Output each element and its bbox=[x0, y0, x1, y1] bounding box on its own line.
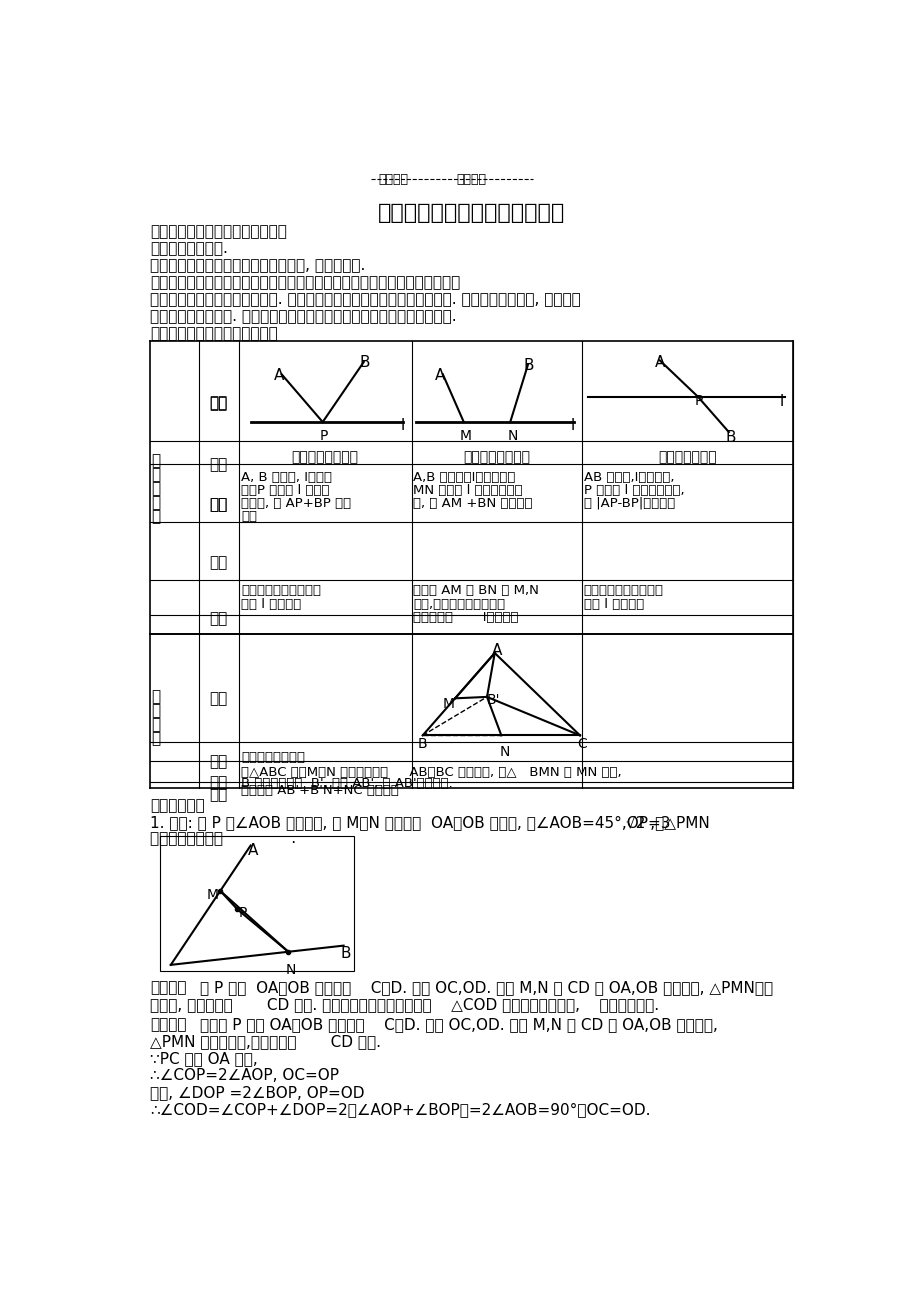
Text: 特点: 特点 bbox=[210, 496, 228, 512]
Text: 轴: 轴 bbox=[152, 453, 161, 469]
Text: B: B bbox=[417, 737, 427, 751]
Text: B: B bbox=[358, 354, 369, 370]
Text: 二、典型题型: 二、典型题型 bbox=[150, 797, 204, 813]
Text: B 点的对应点为  B', 连接 AB', 求 AB'的最大值.: B 点的对应点为 B', 连接 AB', 求 AB'的最大值. bbox=[241, 777, 452, 790]
Text: 优秀教案: 优秀教案 bbox=[378, 173, 408, 186]
Text: 作其中一个定点关于定: 作其中一个定点关于定 bbox=[584, 585, 664, 598]
Text: √2 ,就△PMN: √2 ,就△PMN bbox=[626, 816, 709, 830]
Text: 直线外一点与直线上全部点的连线段中, 垂线段最短.: 直线外一点与直线上全部点的连线段中, 垂线段最短. bbox=[150, 258, 365, 274]
Text: M: M bbox=[460, 429, 471, 443]
Text: 特点: 特点 bbox=[210, 498, 228, 512]
Text: 特点: 特点 bbox=[210, 555, 228, 571]
Text: 直线 l 的对称点: 直线 l 的对称点 bbox=[584, 598, 643, 611]
Text: 作其中一个定点关于定: 作其中一个定点关于定 bbox=[241, 585, 321, 598]
Text: 图形: 图形 bbox=[210, 396, 228, 410]
Text: 值: 值 bbox=[152, 731, 161, 745]
Text: 求 |AP-BP|的最大值: 求 |AP-BP|的最大值 bbox=[584, 496, 675, 509]
Text: 【分析】: 【分析】 bbox=[150, 980, 187, 995]
Text: ∵PC 关于 OA 对称,: ∵PC 关于 OA 对称, bbox=[150, 1052, 257, 1066]
Text: 转化: 转化 bbox=[210, 611, 228, 625]
Text: 特点: 特点 bbox=[210, 775, 228, 790]
Text: l: l bbox=[779, 394, 783, 409]
Text: 重合,然后作其中一个定点: 重合,然后作其中一个定点 bbox=[413, 598, 505, 611]
Text: 解：作 P 关于 OA、OB 的对称点    C、D. 连接 OC,OD. 就当 M,N 是 CD 与 OA,OB 的交点时,: 解：作 P 关于 OA、OB 的对称点 C、D. 连接 OC,OD. 就当 M,… bbox=[200, 1018, 718, 1032]
Bar bbox=[160, 837, 353, 971]
Text: 称: 称 bbox=[152, 481, 161, 496]
Text: A: A bbox=[491, 642, 502, 658]
Text: B: B bbox=[523, 358, 533, 373]
Text: 段, 求 AM +BN 的最小值: 段, 求 AM +BN 的最小值 bbox=[413, 496, 532, 509]
Text: N: N bbox=[506, 429, 517, 443]
Text: P: P bbox=[694, 394, 702, 408]
Text: 关于定直线       I的对称点: 关于定直线 I的对称点 bbox=[413, 611, 518, 624]
Text: 原理: 原理 bbox=[210, 754, 228, 770]
Text: ∴∠COD=∠COP+∠DOP=2（∠AOP+∠BOP）=2∠AOB=90°，OC=OD.: ∴∠COD=∠COP+∠DOP=2（∠AOP+∠BOP）=2∠AOB=90°，O… bbox=[150, 1102, 650, 1117]
Text: 最: 最 bbox=[152, 717, 161, 732]
Text: △PMN 的周长最短,最短的值是       CD 的长.: △PMN 的周长最短,最短的值是 CD 的长. bbox=[150, 1035, 380, 1049]
Text: 两点之间线段最短: 两点之间线段最短 bbox=[463, 451, 530, 464]
Text: A, B 为定点, I为定直: A, B 为定点, I为定直 bbox=[241, 470, 332, 483]
Text: B: B bbox=[340, 946, 351, 960]
Text: 图形: 图形 bbox=[210, 692, 228, 706]
Text: AB 为定点,I为定直线,: AB 为定点,I为定直线, bbox=[584, 470, 674, 483]
Text: 两点之间线段最短: 两点之间线段最短 bbox=[241, 751, 305, 764]
Text: 线，P 为直线 l 上的一: 线，P 为直线 l 上的一 bbox=[241, 483, 330, 496]
Text: 原理: 原理 bbox=[210, 456, 228, 472]
Text: B: B bbox=[725, 430, 735, 446]
Text: 的周长的最小值为              .: 的周长的最小值为 . bbox=[150, 831, 296, 846]
Text: 小值: 小值 bbox=[241, 509, 257, 523]
Text: A: A bbox=[247, 843, 257, 859]
Text: A: A bbox=[653, 354, 664, 370]
Text: 一、解决几何最值问题的通常思路: 一、解决几何最值问题的通常思路 bbox=[150, 224, 287, 240]
Text: N: N bbox=[499, 744, 510, 758]
Text: 三角形两边之和大于第三边或三角形两边之差小于第三边（重合时取到最值）: 三角形两边之和大于第三边或三角形两边之差小于第三边（重合时取到最值） bbox=[150, 275, 460, 291]
Text: 转化成求 AB'+B'N+NC 的最小值: 转化成求 AB'+B'N+NC 的最小值 bbox=[241, 784, 399, 797]
Text: M: M bbox=[442, 697, 454, 710]
Text: 是解决几何最值问题的理论依据. 依据不同特点转化是解决最值问题的关键. 通过转化削减变量, 向三个定: 是解决几何最值问题的理论依据. 依据不同特点转化是解决最值问题的关键. 通过转化… bbox=[150, 292, 580, 308]
Text: A: A bbox=[435, 369, 445, 383]
Text: P: P bbox=[319, 429, 327, 443]
Text: MN 为直线 l 上的一条动线: MN 为直线 l 上的一条动线 bbox=[413, 483, 522, 496]
Text: 转化: 转化 bbox=[210, 787, 228, 801]
Text: 直线 l 的对称点: 直线 l 的对称点 bbox=[241, 598, 301, 611]
Text: 值: 值 bbox=[152, 509, 161, 524]
Text: 先平移 AM 或 BN 使 M,N: 先平移 AM 或 BN 使 M,N bbox=[413, 585, 539, 598]
Text: 同理, ∠DOP =2∠BOP, OP=OD: 同理, ∠DOP =2∠BOP, OP=OD bbox=[150, 1085, 364, 1100]
Text: A: A bbox=[274, 369, 284, 383]
Text: 【解答】: 【解答】 bbox=[150, 1018, 187, 1032]
Text: 两点之间线段最短: 两点之间线段最短 bbox=[291, 451, 358, 464]
Text: l: l bbox=[570, 418, 574, 433]
Text: 两点之间线段最短.: 两点之间线段最短. bbox=[150, 241, 228, 257]
Text: 作 P 关于  OA、OB 的对称点    C、D. 连接 OC,OD. 就当 M,N 是 CD 与 OA,OB 的交点时, △PMN的周: 作 P 关于 OA、OB 的对称点 C、D. 连接 OC,OD. 就当 M,N … bbox=[200, 980, 773, 995]
Text: B': B' bbox=[486, 693, 500, 708]
Text: 折: 折 bbox=[152, 689, 161, 704]
Text: 叠: 叠 bbox=[152, 704, 161, 718]
Text: P: P bbox=[239, 906, 247, 920]
Text: 欢迎下载: 欢迎下载 bbox=[456, 173, 485, 186]
Text: 三角形三边关系: 三角形三边关系 bbox=[658, 451, 716, 464]
Text: ∴∠COP=2∠AOP, OC=OP: ∴∠COP=2∠AOP, OC=OP bbox=[150, 1068, 338, 1083]
Text: C: C bbox=[577, 737, 587, 751]
Text: A,B 为定点，I为定直线，: A,B 为定点，I为定直线， bbox=[413, 470, 516, 483]
Text: P 为直线 l 上的一个动点,: P 为直线 l 上的一个动点, bbox=[584, 483, 684, 496]
Text: 1. 如图: 点 P 是∠AOB 内确定点, 点 M、N 分别在边  OA、OB 上运动, 如∠AOB=45°,OP=3: 1. 如图: 点 P 是∠AOB 内确定点, 点 M、N 分别在边 OA、OB … bbox=[150, 816, 670, 830]
Text: N: N bbox=[285, 963, 295, 976]
Text: 长最短, 最短的值是       CD 的长. 依据对称的性质可以证得：    △COD 是等腰直角三角形,    据此即可求解.: 长最短, 最短的值是 CD 的长. 依据对称的性质可以证得： △COD 是等腰直… bbox=[150, 997, 658, 1012]
Text: 对: 对 bbox=[152, 468, 161, 482]
Text: 几何最值问题中的基本模型举例: 几何最值问题中的基本模型举例 bbox=[150, 326, 278, 341]
Text: 在△ABC 中，M、N 两点分别是边     AB、BC 上的动点, 将△   BMN 沿 MN 翻折,: 在△ABC 中，M、N 两点分别是边 AB、BC 上的动点, 将△ BMN 沿 … bbox=[241, 766, 621, 779]
Text: 理靠拢进而解决问题. 直接调用基本模型也是解决几何最值问题的高效手段.: 理靠拢进而解决问题. 直接调用基本模型也是解决几何最值问题的高效手段. bbox=[150, 309, 456, 324]
Text: M: M bbox=[206, 887, 218, 902]
Text: l: l bbox=[400, 418, 404, 433]
Text: 个动点, 求 AP+BP 的最: 个动点, 求 AP+BP 的最 bbox=[241, 496, 351, 509]
Text: 中学数学《最值问题》典型例题: 中学数学《最值问题》典型例题 bbox=[378, 202, 564, 223]
Text: 最: 最 bbox=[152, 495, 161, 511]
Text: 图形: 图形 bbox=[210, 395, 228, 410]
